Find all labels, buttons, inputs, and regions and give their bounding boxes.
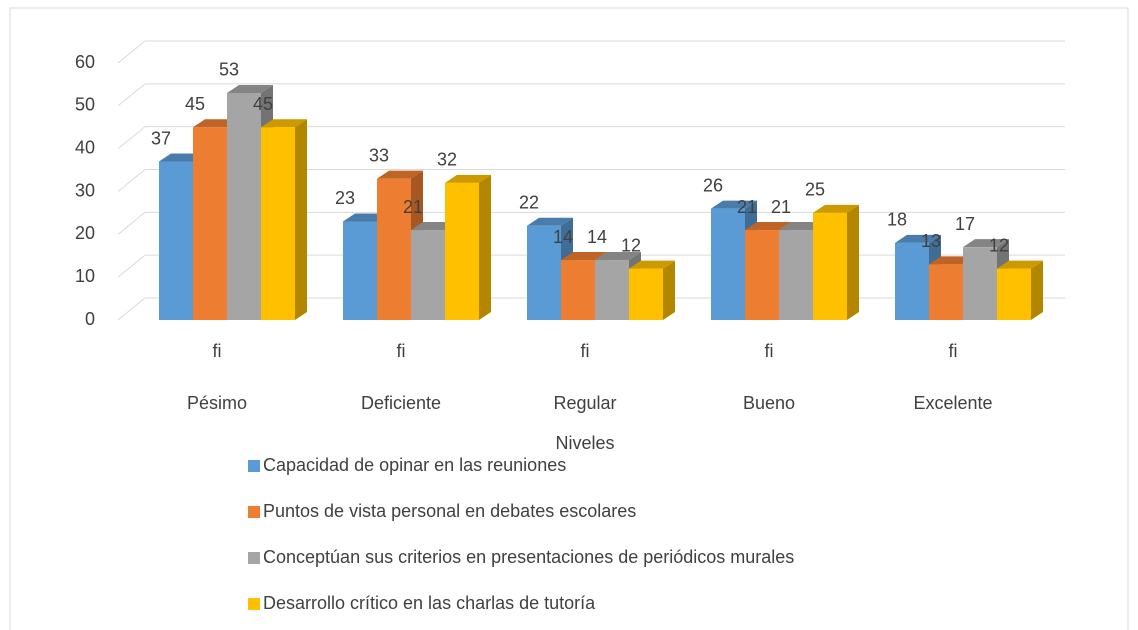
legend-label: Puntos de vista personal en debates esco… xyxy=(263,501,636,521)
bar xyxy=(193,127,227,320)
bar-side xyxy=(663,260,675,320)
bar xyxy=(813,212,847,320)
grid-line xyxy=(117,254,146,278)
data-label: 32 xyxy=(437,150,457,170)
bar xyxy=(445,182,479,320)
bar-top xyxy=(963,239,1009,248)
data-label: 33 xyxy=(369,145,389,165)
bar xyxy=(779,230,813,320)
y-tick-label: 40 xyxy=(75,137,95,157)
legend-label: Desarrollo crítico en las charlas de tut… xyxy=(263,593,596,613)
bar-top xyxy=(629,260,675,269)
bar xyxy=(227,92,261,320)
bar xyxy=(997,268,1031,320)
legend-label: Conceptúan sus criterios en presentacion… xyxy=(263,547,794,567)
y-tick-label: 30 xyxy=(75,180,95,200)
data-label: 13 xyxy=(921,231,941,251)
x-tick-label: fi xyxy=(765,341,774,361)
data-label: 45 xyxy=(253,94,273,114)
legend-swatch xyxy=(248,552,260,564)
data-label: 25 xyxy=(805,180,825,200)
y-tick-label: 60 xyxy=(75,52,95,72)
grid-line xyxy=(117,40,146,64)
grid-line xyxy=(117,211,146,235)
legend-swatch xyxy=(248,506,260,518)
data-label: 26 xyxy=(703,175,723,195)
legend-label: Capacidad de opinar en las reuniones xyxy=(263,455,566,475)
bar xyxy=(711,208,745,320)
grid-line xyxy=(117,169,146,192)
legend-swatch xyxy=(248,598,260,610)
data-label: 22 xyxy=(519,193,539,213)
bar-top xyxy=(527,217,573,226)
bar xyxy=(629,268,663,320)
y-tick-label: 10 xyxy=(75,266,95,286)
data-label: 21 xyxy=(403,197,423,217)
bar-top xyxy=(895,234,941,243)
bar-top xyxy=(561,252,607,261)
bar xyxy=(343,221,377,320)
bar-top xyxy=(227,84,273,93)
grid-line xyxy=(117,83,146,107)
bar-top xyxy=(261,119,307,128)
data-label: 21 xyxy=(771,197,791,217)
chart-frame xyxy=(9,7,1129,630)
x-group-label: Regular xyxy=(553,393,616,413)
data-label: 17 xyxy=(955,214,975,234)
x-tick-label: fi xyxy=(213,341,222,361)
grid-line xyxy=(117,126,146,150)
data-label: 18 xyxy=(887,210,907,230)
data-label: 14 xyxy=(587,227,607,247)
x-tick-label: fi xyxy=(397,341,406,361)
bar-top xyxy=(445,174,491,183)
data-label: 12 xyxy=(989,235,1009,255)
grid-line xyxy=(117,297,146,321)
bar xyxy=(929,264,963,320)
bar xyxy=(159,161,193,320)
x-group-label: Excelente xyxy=(913,393,992,413)
bar xyxy=(411,230,445,320)
data-label: 23 xyxy=(335,188,355,208)
bar xyxy=(527,225,561,320)
bar-top xyxy=(595,252,641,261)
data-label: 37 xyxy=(151,128,171,148)
x-group-label: Bueno xyxy=(743,393,795,413)
bar-top xyxy=(745,222,791,231)
bar-side xyxy=(479,174,491,320)
bar xyxy=(561,260,595,320)
data-label: 12 xyxy=(621,235,641,255)
bar xyxy=(963,247,997,320)
bar-top xyxy=(377,170,423,179)
bar xyxy=(745,230,779,320)
x-group-label: Pésimo xyxy=(187,393,247,413)
data-label: 53 xyxy=(219,60,239,80)
bar-top xyxy=(813,204,859,213)
y-tick-label: 20 xyxy=(75,223,95,243)
bar-side xyxy=(1031,260,1043,320)
data-label: 21 xyxy=(737,197,757,217)
bar-side xyxy=(847,204,859,320)
bar xyxy=(895,242,929,320)
bar-side xyxy=(295,119,307,320)
x-group-label: Deficiente xyxy=(361,393,441,413)
data-label: 14 xyxy=(553,227,573,247)
bar xyxy=(595,260,629,320)
bar-top xyxy=(997,260,1043,269)
x-tick-label: fi xyxy=(581,341,590,361)
y-tick-label: 50 xyxy=(75,95,95,115)
x-tick-label: fi xyxy=(949,341,958,361)
y-tick-label: 0 xyxy=(85,309,95,329)
data-label: 45 xyxy=(185,94,205,114)
bar xyxy=(261,127,295,320)
bar-top xyxy=(711,200,757,209)
legend-swatch xyxy=(248,460,260,472)
x-axis-title: Niveles xyxy=(555,433,614,453)
bar xyxy=(377,178,411,320)
